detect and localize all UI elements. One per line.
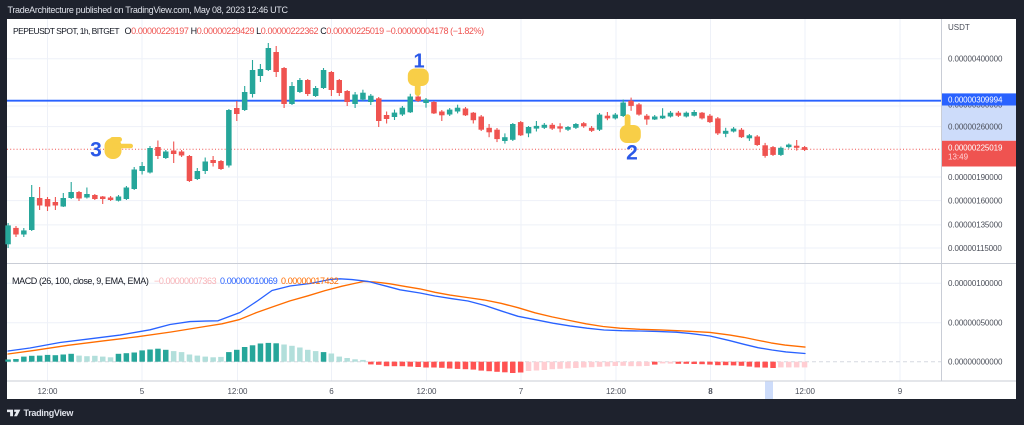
svg-text:0.00000135000: 0.00000135000: [948, 221, 1003, 230]
svg-text:5: 5: [140, 387, 145, 396]
svg-text:12:00: 12:00: [795, 387, 816, 396]
svg-text:0.00000115000: 0.00000115000: [948, 244, 1002, 253]
svg-text:1: 1: [413, 51, 424, 73]
svg-text:PEPEUSDT SPOT, 1h, BITGET: PEPEUSDT SPOT, 1h, BITGET: [13, 26, 119, 36]
svg-text:0.00000017432: 0.00000017432: [281, 276, 339, 286]
svg-text:MACD (26, 100, close, 9, EMA,: MACD (26, 100, close, 9, EMA, EMA): [12, 276, 149, 286]
svg-text:0.00000010069: 0.00000010069: [220, 276, 278, 286]
svg-text:0.00000100000: 0.00000100000: [948, 279, 1003, 288]
svg-text:0.00000309994: 0.00000309994: [948, 96, 1003, 105]
svg-text:8: 8: [708, 387, 713, 396]
svg-text:12:00: 12:00: [37, 387, 58, 396]
svg-text:TradeArchitecture published on: TradeArchitecture published on TradingVi…: [8, 5, 289, 15]
svg-text:0.00000160000: 0.00000160000: [948, 196, 1003, 205]
svg-text:0.00000000000: 0.00000000000: [948, 358, 1003, 367]
svg-text:7: 7: [519, 387, 524, 396]
svg-text:0.00000050000: 0.00000050000: [948, 319, 1003, 328]
svg-text:TradingView: TradingView: [24, 408, 75, 418]
svg-text:13:49: 13:49: [948, 152, 969, 161]
svg-text:12:00: 12:00: [416, 387, 437, 396]
svg-text:2: 2: [626, 142, 638, 165]
svg-text:O0.00000229197 H0.00000229429: O0.00000229197 H0.00000229429 L0.0000022…: [125, 26, 485, 36]
svg-text:3: 3: [90, 139, 102, 162]
svg-text:0.00000400000: 0.00000400000: [948, 55, 1003, 64]
svg-text:6: 6: [329, 387, 334, 396]
svg-text:−0.00000007363: −0.00000007363: [154, 276, 217, 286]
svg-text:12:00: 12:00: [606, 387, 627, 396]
svg-text:9: 9: [898, 387, 903, 396]
svg-text:USDT: USDT: [948, 23, 970, 32]
svg-text:0.00000190000: 0.00000190000: [948, 173, 1003, 182]
svg-text:12:00: 12:00: [227, 387, 248, 396]
svg-text:0.00000225019: 0.00000225019: [948, 144, 1003, 153]
svg-text:0.00000260000: 0.00000260000: [948, 122, 1003, 131]
